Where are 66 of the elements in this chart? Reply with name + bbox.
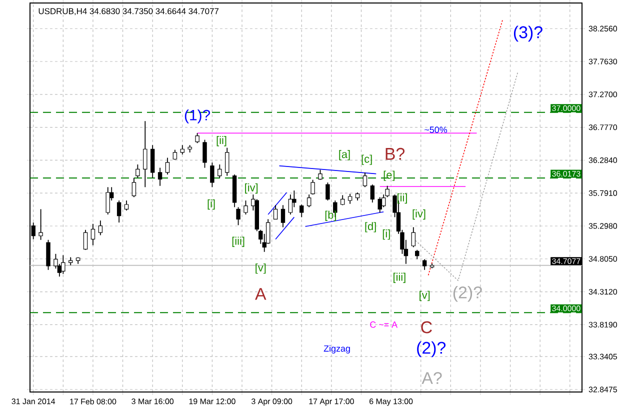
annotation: [c]: [362, 154, 372, 165]
candlestick: [124, 200, 129, 211]
candlestick: [195, 132, 200, 144]
candlestick: [300, 204, 304, 218]
annotation: [iii]: [394, 272, 406, 283]
annotation: [i]: [382, 229, 390, 240]
candlestick: [46, 239, 50, 270]
candlestick: [244, 200, 248, 215]
annotation: [ii]: [216, 136, 226, 146]
annotation: A?: [422, 372, 442, 384]
candlestick: [98, 220, 103, 236]
annotation: [v]: [420, 290, 430, 302]
candlestick: [273, 204, 278, 220]
candlestick: [306, 194, 312, 208]
candlestick: [158, 167, 162, 186]
annotation: Zigzag: [324, 345, 350, 354]
candlestick: [150, 144, 155, 178]
annotation: C: [421, 321, 432, 334]
annotation: (3)?: [514, 26, 542, 42]
candlestick: [378, 196, 382, 213]
candlestick: [106, 186, 110, 215]
candlestick: [362, 172, 368, 188]
candlestick: [288, 194, 293, 215]
candlestick: [165, 157, 170, 175]
candlestick: [422, 258, 427, 270]
candlestick: [116, 200, 122, 223]
candlestick: [310, 179, 315, 195]
annotation: [iv]: [245, 183, 258, 194]
candlestick: [225, 147, 230, 176]
annotation: [d]: [365, 222, 376, 232]
candlestick: [348, 193, 352, 204]
candlestick: [411, 226, 416, 248]
annotation: [iv]: [412, 209, 426, 220]
candlestick: [218, 164, 222, 178]
candlestick: [236, 206, 240, 226]
annotation: A: [255, 288, 266, 300]
annotation: (2)?: [453, 286, 482, 302]
candlestick: [318, 169, 322, 180]
candlestick: [136, 164, 140, 178]
candlestick: [83, 229, 88, 250]
annotation: [e]: [384, 170, 394, 181]
candlestick: [61, 254, 66, 274]
candlestick: [210, 162, 214, 188]
candlestick: [132, 177, 136, 198]
candlestick: [90, 223, 96, 246]
annotation: (2)?: [417, 341, 446, 358]
candlestick: [280, 204, 286, 228]
annotation: ~50%: [424, 126, 448, 133]
annotation: B?: [386, 148, 405, 160]
annotation: [b]: [325, 210, 336, 221]
candlestick: [370, 184, 375, 203]
annotation: C ~= A: [370, 321, 398, 328]
candlestick: [180, 144, 184, 155]
candlestick: [415, 249, 420, 260]
annotation: [v]: [256, 263, 266, 274]
text: USDRUB,H4 34.6830 34.7350 34.6644 34.7077: [38, 8, 219, 16]
candlestick: [38, 208, 43, 240]
candlestick: [172, 149, 178, 160]
candlestick: [143, 120, 148, 188]
annotation: [iii]: [232, 236, 244, 247]
candlestick: [326, 182, 330, 201]
annotation: [a]: [339, 150, 350, 160]
candlestick: [202, 139, 207, 168]
annotation: (1)?: [184, 109, 210, 124]
annotation: [i]: [208, 199, 215, 210]
annotation: [ii]: [398, 193, 407, 204]
